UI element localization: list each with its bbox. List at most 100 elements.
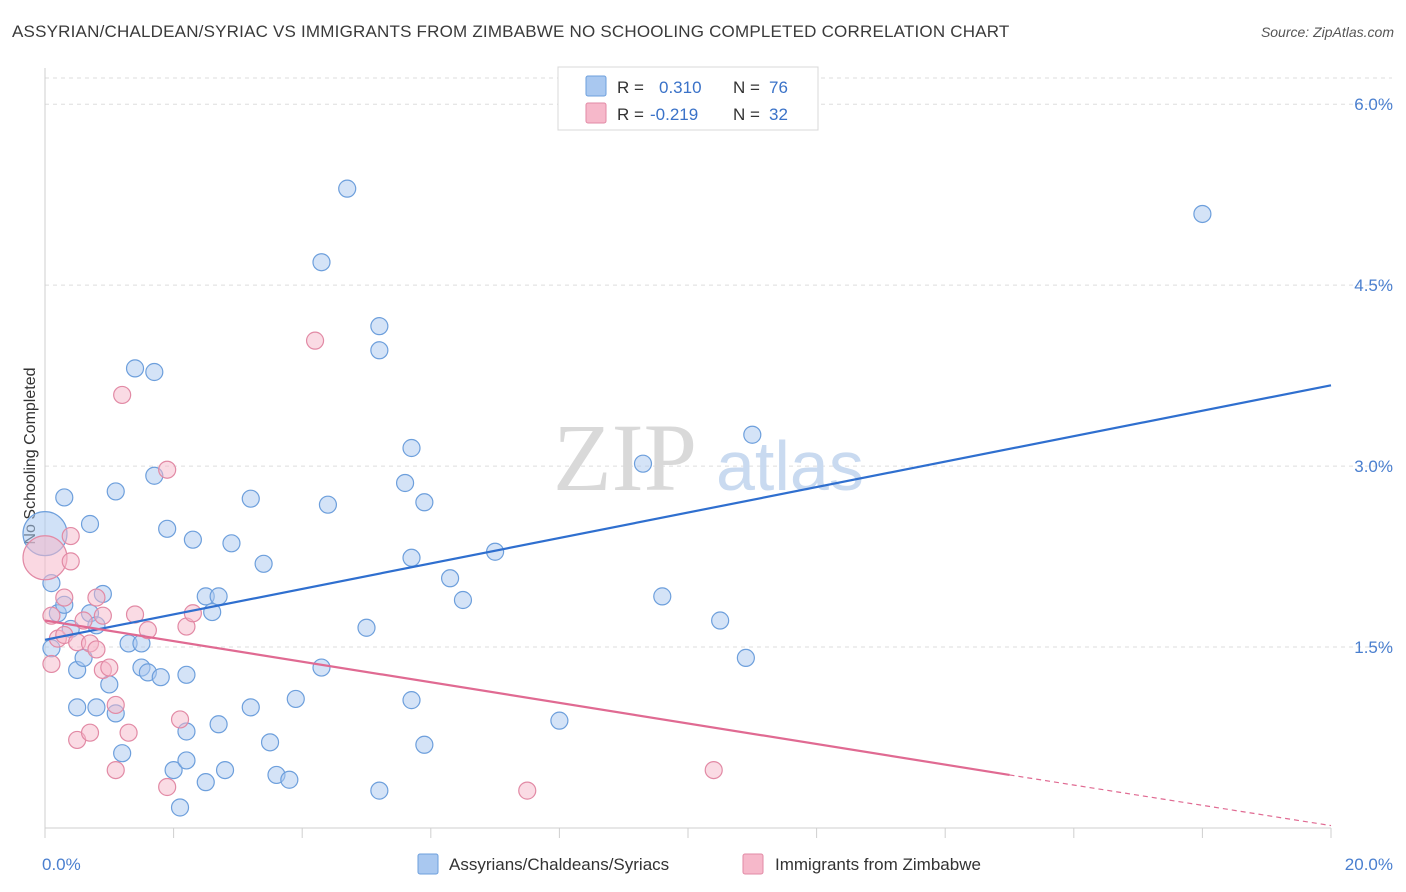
point-assyrian (402, 438, 421, 458)
point-assyrian (338, 179, 357, 198)
watermark-zip: ZIP (553, 404, 697, 511)
bottom-legend: Assyrians/Chaldeans/Syriacs Immigrants f… (417, 853, 981, 875)
source-label: Source: ZipAtlas.com (1260, 24, 1394, 40)
point-assyrian (125, 359, 145, 378)
point-assyrian (87, 698, 106, 717)
point-zimbabwe (158, 460, 177, 479)
point-assyrian (209, 587, 228, 606)
chart-title: ASSYRIAN/CHALDEAN/SYRIAC VS IMMIGRANTS F… (12, 22, 1010, 41)
point-assyrian (55, 488, 74, 507)
point-zimbabwe (61, 552, 80, 571)
point-assyrian (222, 534, 241, 553)
point-assyrian (113, 744, 132, 763)
trend-line-zimbabwe-extension (1009, 774, 1332, 827)
point-assyrian (370, 341, 389, 360)
point-zimbabwe (74, 611, 93, 630)
watermark: ZIP atlas (553, 404, 864, 511)
point-assyrian (164, 760, 183, 780)
point-assyrian (177, 751, 196, 770)
grid (45, 77, 1392, 648)
legend-n-label: N = (733, 78, 760, 97)
point-assyrian (151, 668, 170, 687)
y-tick-label: 1.5% (1354, 638, 1393, 657)
point-zimbabwe (704, 760, 723, 780)
point-zimbabwe (80, 723, 100, 742)
point-assyrian (170, 798, 190, 817)
point-assyrian (106, 482, 125, 501)
point-zimbabwe (183, 604, 202, 623)
x-tick-label-max: 20.0% (1345, 855, 1393, 874)
legend-n-value: 32 (769, 105, 788, 124)
point-assyrian (357, 618, 376, 637)
point-zimbabwe (55, 588, 74, 607)
bottom-legend-label: Immigrants from Zimbabwe (775, 855, 981, 874)
x-ticks (44, 828, 1332, 838)
x-tick-label-min: 0.0% (42, 855, 81, 874)
point-zimbabwe (518, 781, 537, 800)
point-assyrian (145, 362, 164, 382)
point-assyrian (453, 590, 473, 610)
point-zimbabwe (158, 777, 177, 797)
legend-r-value: 0.310 (659, 78, 702, 97)
bottom-legend-swatch-pink (742, 853, 764, 875)
legend-swatch-pink (585, 102, 607, 124)
point-assyrian (395, 473, 415, 493)
point-assyrian (415, 735, 434, 754)
legend-n-label: N = (733, 105, 760, 124)
point-assyrian (312, 658, 331, 677)
y-tick-label: 4.5% (1354, 276, 1393, 295)
point-assyrian (209, 715, 228, 734)
point-assyrian (254, 554, 273, 573)
bottom-legend-label: Assyrians/Chaldeans/Syriacs (449, 855, 669, 874)
point-assyrian (318, 495, 338, 514)
data-points (22, 179, 1212, 817)
point-assyrian (1193, 204, 1212, 224)
point-assyrian (736, 648, 755, 668)
point-zimbabwe (106, 760, 125, 780)
legend-r-label: R = (617, 105, 644, 124)
y-tick-labels: 1.5% 3.0% 4.5% 6.0% (1354, 95, 1393, 657)
legend-r-value: -0.219 (650, 105, 698, 124)
point-assyrian (215, 760, 235, 780)
point-assyrian (280, 770, 299, 789)
point-assyrian (183, 530, 202, 549)
point-assyrian (177, 665, 196, 684)
point-zimbabwe (87, 640, 106, 659)
legend-swatch-blue (585, 75, 607, 97)
point-zimbabwe (305, 331, 325, 350)
point-assyrian (743, 425, 762, 444)
trend-lines (44, 384, 1332, 827)
point-zimbabwe (42, 654, 61, 674)
point-zimbabwe (138, 621, 157, 640)
point-assyrian (68, 698, 87, 717)
trend-line-zimbabwe (44, 619, 1010, 777)
point-assyrian (402, 691, 421, 710)
point-assyrian (370, 781, 389, 800)
y-tick-label: 3.0% (1354, 457, 1393, 476)
legend-n-value: 76 (769, 78, 788, 97)
point-assyrian (312, 253, 331, 272)
y-tick-label: 6.0% (1354, 95, 1393, 114)
point-zimbabwe (113, 385, 132, 405)
point-assyrian (402, 548, 421, 567)
point-zimbabwe (119, 723, 138, 742)
point-zimbabwe (170, 710, 190, 729)
point-assyrian (260, 733, 280, 752)
point-assyrian (415, 493, 434, 512)
point-assyrian (286, 689, 305, 709)
point-zimbabwe (61, 526, 80, 546)
trend-line-assyrian (44, 384, 1332, 641)
point-assyrian (158, 519, 177, 538)
legend: R = 0.310 N = 76 R = -0.219 N = 32 (557, 66, 819, 131)
point-zimbabwe (87, 588, 106, 607)
legend-r-label: R = (617, 78, 644, 97)
point-assyrian (440, 569, 460, 588)
point-assyrian (370, 317, 389, 336)
point-zimbabwe (22, 535, 68, 581)
point-zimbabwe (93, 606, 112, 625)
point-assyrian (653, 587, 672, 606)
point-assyrian (80, 514, 100, 534)
point-assyrian (550, 711, 569, 730)
point-assyrian (196, 773, 215, 792)
